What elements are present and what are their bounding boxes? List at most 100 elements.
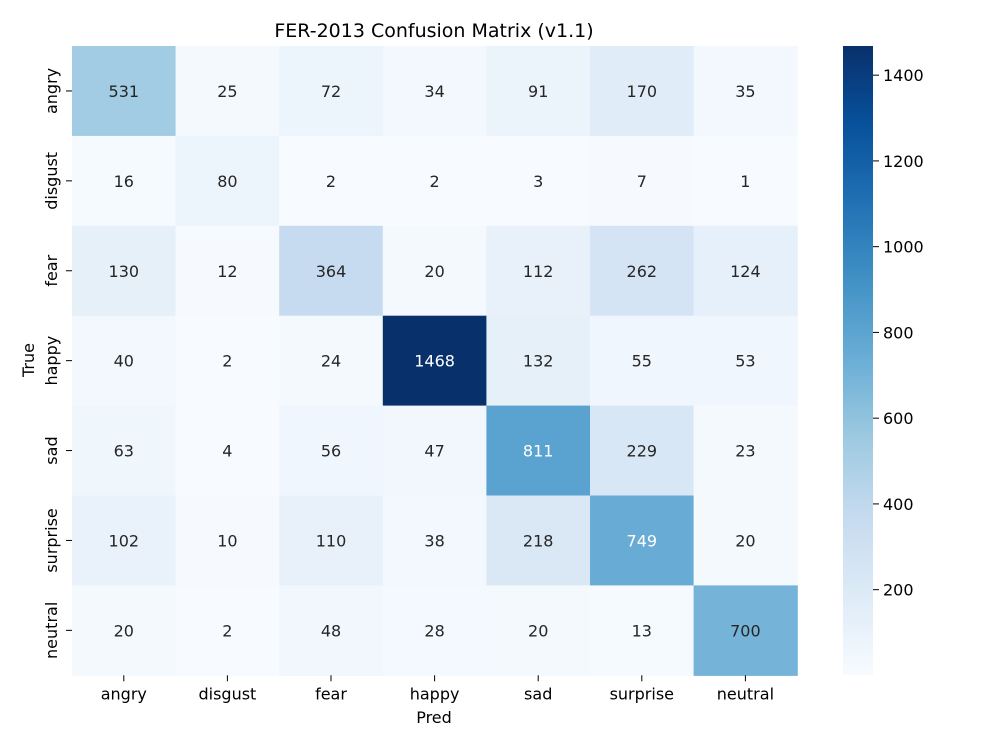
cell-disgust-happy	[382, 135, 487, 227]
cell-value: 80	[217, 172, 237, 191]
cell-happy-fear	[279, 315, 384, 407]
cell-value: 531	[109, 82, 140, 101]
x-axis-label: Pred	[416, 708, 452, 727]
cell-value: 3	[533, 172, 543, 191]
x-axis-ticks: angry disgust fear happy sad surprise neutral	[101, 675, 774, 703]
cell-fear-angry	[72, 225, 177, 317]
cell-sad-disgust	[175, 405, 280, 497]
cell-angry-angry	[72, 46, 177, 137]
cell-value: 2	[222, 621, 232, 640]
cell-value: 10	[217, 531, 237, 550]
cell-value: 47	[424, 442, 444, 461]
cell-disgust-disgust	[175, 135, 280, 227]
cell-value: 38	[424, 531, 444, 550]
cell-value: 811	[523, 442, 554, 461]
cell-surprise-fear	[279, 495, 384, 586]
cell-value: 2	[430, 172, 440, 191]
cell-value: 4	[222, 442, 232, 461]
cell-surprise-sad	[486, 495, 591, 586]
cell-value: 132	[523, 352, 554, 371]
cell-angry-fear	[279, 46, 384, 137]
cell-value: 749	[627, 531, 658, 550]
cell-value: 112	[523, 262, 554, 281]
y-tick-label-sad: sad	[42, 436, 61, 464]
cell-value: 48	[321, 621, 341, 640]
y-axis-ticks: angry disgust fear happy sad surprise neutral	[42, 68, 72, 659]
y-tick-label-fear: fear	[42, 254, 61, 286]
cell-value: 28	[424, 621, 444, 640]
cell-fear-surprise	[590, 225, 695, 317]
y-axis-label: True	[19, 343, 38, 378]
cell-value: 20	[114, 621, 134, 640]
cell-neutral-disgust	[175, 585, 280, 676]
cell-angry-disgust	[175, 46, 280, 137]
y-tick-label-surprise: surprise	[42, 508, 61, 572]
cell-sad-surprise	[590, 405, 695, 497]
cell-value: 13	[632, 621, 652, 640]
cell-neutral-fear	[279, 585, 384, 676]
cell-sad-fear	[279, 405, 384, 497]
y-tick-label-neutral: neutral	[42, 602, 61, 659]
cell-fear-disgust	[175, 225, 280, 317]
cell-value: 35	[735, 82, 755, 101]
cell-value: 20	[528, 621, 548, 640]
cell-value: 20	[424, 262, 444, 281]
cell-happy-neutral	[693, 315, 798, 407]
colorbar-tick-label: 400	[883, 495, 914, 514]
cell-surprise-disgust	[175, 495, 280, 586]
cell-value: 91	[528, 82, 548, 101]
chart-title: FER-2013 Confusion Matrix (v1.1)	[274, 20, 593, 42]
cell-value: 2	[326, 172, 336, 191]
cell-disgust-angry	[72, 135, 177, 227]
cell-value: 102	[109, 531, 140, 550]
cell-fear-sad	[486, 225, 591, 317]
cell-value: 2	[222, 352, 232, 371]
cell-angry-neutral	[693, 46, 798, 137]
cell-value: 23	[735, 442, 755, 461]
cell-neutral-sad	[486, 585, 591, 676]
cell-value: 7	[637, 172, 647, 191]
cell-sad-happy	[382, 405, 487, 497]
y-tick-label-angry: angry	[42, 68, 61, 114]
cell-value: 25	[217, 82, 237, 101]
cell-happy-angry	[72, 315, 177, 407]
x-tick-label-fear: fear	[315, 684, 347, 703]
cell-value: 63	[114, 442, 134, 461]
cell-neutral-happy	[382, 585, 487, 676]
colorbar-tick-label: 200	[883, 581, 914, 600]
cell-value: 1	[740, 172, 750, 191]
cell-value: 124	[730, 262, 761, 281]
colorbar-ticks: 200 400 600 800 1000 1200 1400	[873, 66, 924, 600]
cell-value: 110	[316, 531, 347, 550]
cell-disgust-sad	[486, 135, 591, 227]
cell-value: 218	[523, 531, 554, 550]
colorbar-tick-label: 1200	[883, 152, 924, 171]
colorbar-tick-label: 1000	[883, 238, 924, 257]
cell-value: 16	[114, 172, 134, 191]
cell-sad-angry	[72, 405, 177, 497]
cell-value: 20	[735, 531, 755, 550]
cell-surprise-surprise	[590, 495, 695, 586]
cell-disgust-surprise	[590, 135, 695, 227]
cell-fear-happy	[382, 225, 487, 317]
cell-value: 34	[424, 82, 444, 101]
cell-value: 56	[321, 442, 341, 461]
cell-value: 262	[627, 262, 658, 281]
cell-value: 229	[627, 442, 658, 461]
cell-value: 24	[321, 352, 341, 371]
cell-value: 700	[730, 621, 761, 640]
cell-surprise-neutral	[693, 495, 798, 586]
cell-disgust-neutral	[693, 135, 798, 227]
cell-sad-sad	[486, 405, 591, 497]
cell-happy-disgust	[175, 315, 280, 407]
cell-value: 55	[632, 352, 652, 371]
x-tick-label-sad: sad	[524, 684, 552, 703]
cell-value: 130	[109, 262, 140, 281]
cell-fear-fear	[279, 225, 384, 317]
cell-happy-happy	[382, 315, 487, 407]
cell-surprise-happy	[382, 495, 487, 586]
colorbar-tick-label: 800	[883, 323, 914, 342]
colorbar-tick-label: 600	[883, 409, 914, 428]
